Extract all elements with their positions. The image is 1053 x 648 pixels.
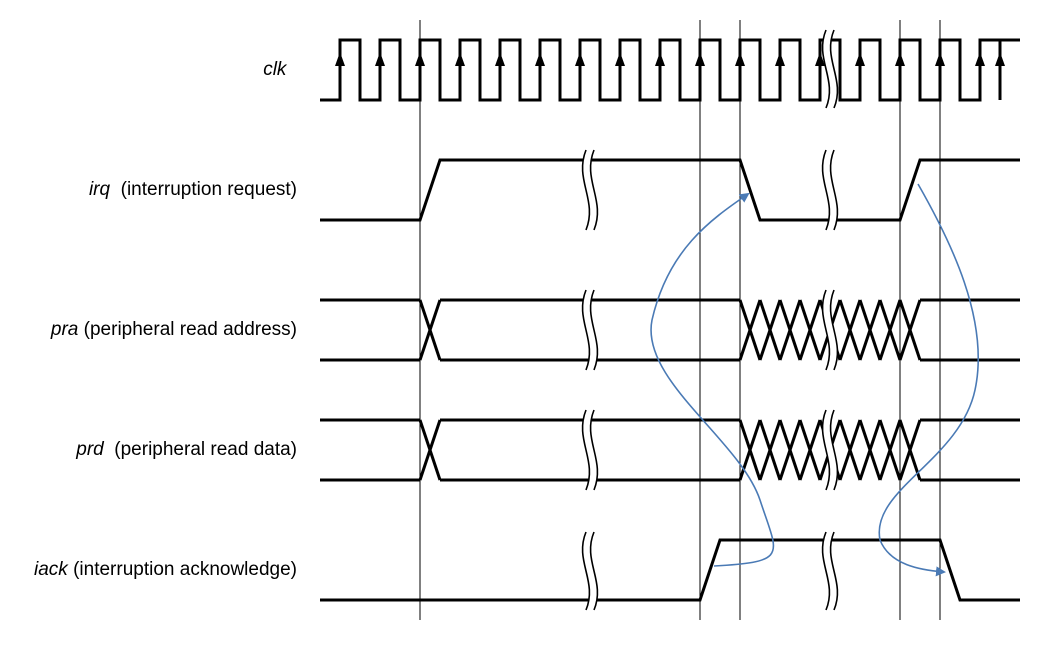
clk-rising-edge-arrowhead: [375, 52, 385, 66]
clk-rising-edge-arrowhead: [415, 52, 425, 66]
prd-changing-data: [798, 419, 822, 481]
pra-changing-data: [798, 299, 822, 361]
clk-rising-edge-arrowhead: [455, 52, 465, 66]
signal-name-iack: iack: [34, 559, 68, 580]
clk-rising-edge-arrowhead: [695, 52, 705, 66]
clk-rising-edge-arrowhead: [615, 52, 625, 66]
cause-arrow-irq-to-iack: [878, 183, 979, 577]
time-break-mark: [821, 29, 839, 109]
time-break-mark: [821, 289, 839, 371]
signal-name-irq: irq: [88, 179, 111, 200]
time-break-mark: [581, 149, 599, 231]
pra-changing-data: [858, 299, 882, 361]
pra-changing-data: [878, 299, 902, 361]
time-break-mark: [821, 149, 839, 231]
clk-rising-edge-arrowhead: [975, 52, 985, 66]
prd-changing-data: [858, 419, 882, 481]
pra-changing-data: [778, 299, 802, 361]
pra-changing-data: [838, 299, 862, 361]
prd-changing-data: [758, 419, 782, 481]
pra-changing-data: [758, 299, 782, 361]
prd-transition: [418, 419, 442, 481]
clk-rising-edge-arrowhead: [735, 52, 745, 66]
time-break-mark: [581, 531, 599, 611]
clk-rising-edge-arrowhead: [855, 52, 865, 66]
prd-changing-data: [898, 419, 922, 481]
pra-changing-data: [738, 299, 762, 361]
label-irq: irq (interruption request): [89, 179, 297, 201]
iack-waveform: [320, 538, 1020, 602]
clk-rising-edge-arrowhead: [495, 52, 505, 66]
pra-transition: [418, 299, 442, 361]
clk-waveform: [320, 38, 1020, 102]
signal-desc-irq: (interruption request): [120, 179, 297, 200]
clk-rising-edge-arrowhead: [335, 52, 345, 66]
clk-rising-edge-arrowhead: [935, 52, 945, 66]
signal-name-prd: prd: [76, 439, 104, 460]
time-break-mark: [821, 409, 839, 491]
irq-waveform: [320, 158, 1020, 222]
clk-rising-edge-arrowhead: [895, 52, 905, 66]
label-pra: pra (peripheral read address): [51, 319, 297, 341]
signal-desc-pra: (peripheral read address): [83, 319, 297, 340]
clk-rising-edge-arrowhead: [575, 52, 585, 66]
label-prd: prd (peripheral read data): [76, 439, 297, 461]
clk-rising-edge-arrowhead: [995, 52, 1005, 66]
label-clk: clk: [263, 59, 297, 81]
clk-rising-edge-arrowhead: [655, 52, 665, 66]
label-iack: iack (interruption acknowledge): [34, 559, 297, 581]
clk-rising-edge-arrowhead: [535, 52, 545, 66]
cause-arrow-iack-to-irq: [650, 192, 775, 567]
signal-name-pra: pra: [50, 319, 79, 340]
signal-desc-iack: (interruption acknowledge): [73, 559, 297, 580]
pra-changing-data: [898, 299, 922, 361]
time-break-mark: [581, 409, 599, 491]
signal-desc-prd: (peripheral read data): [114, 439, 297, 460]
prd-changing-data: [778, 419, 802, 481]
signal-name-clk: clk: [263, 59, 287, 80]
prd-changing-data: [838, 419, 862, 481]
clk-rising-edge-arrowhead: [775, 52, 785, 66]
time-break-mark: [821, 531, 839, 611]
prd-changing-data: [878, 419, 902, 481]
time-break-mark: [581, 289, 599, 371]
clk-rising-edge-arrowhead: [815, 52, 825, 66]
